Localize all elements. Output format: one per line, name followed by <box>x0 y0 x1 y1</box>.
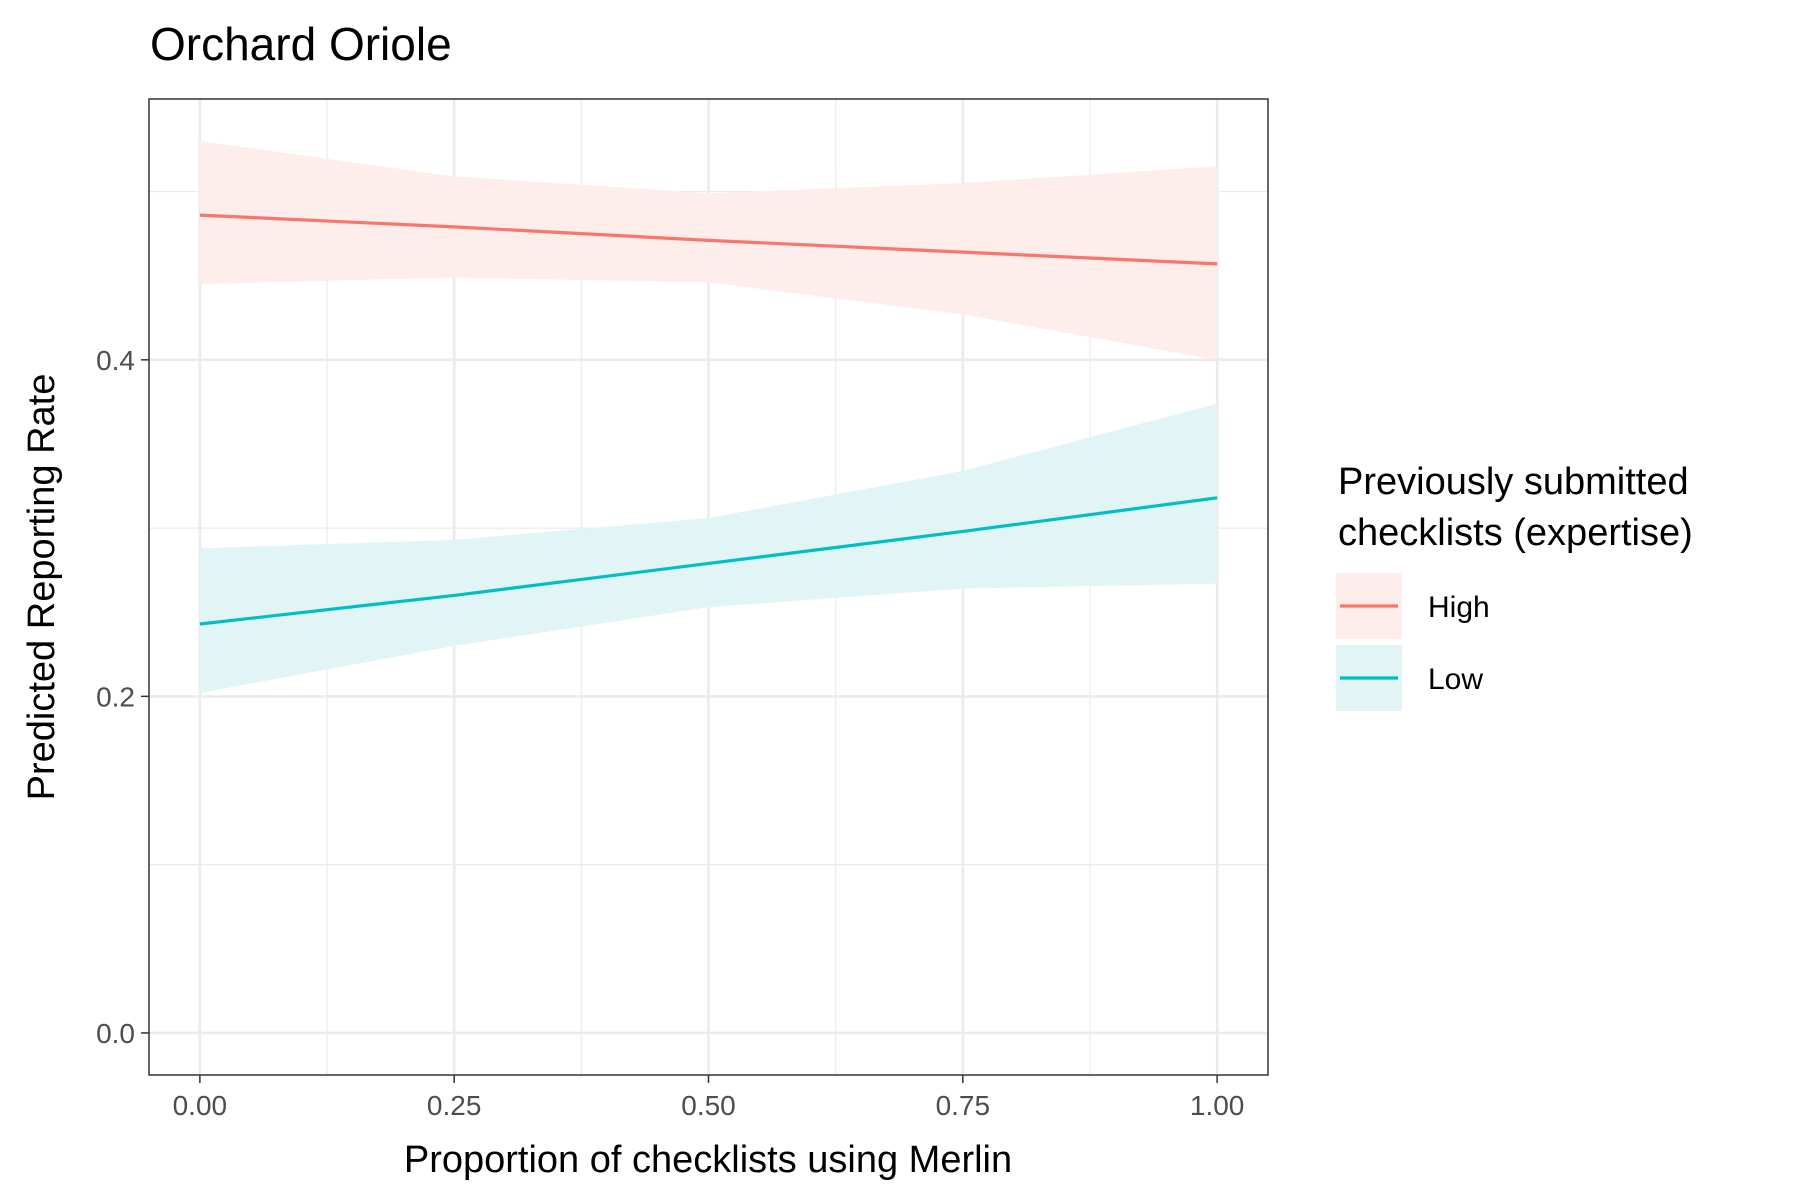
y-tick-label-0: 0.0 <box>96 1018 135 1049</box>
x-tick-label-1: 0.25 <box>427 1090 482 1121</box>
x-tick-label-2: 0.50 <box>681 1090 736 1121</box>
legend-title-line-1: Previously submitted <box>1338 461 1689 503</box>
legend-keys: High Low <box>1336 573 1490 711</box>
legend: Previously submitted checklists (experti… <box>1336 461 1693 711</box>
series-lines <box>199 213 1218 626</box>
x-tick-label-3: 0.75 <box>936 1090 991 1121</box>
legend-label-low: Low <box>1428 663 1483 696</box>
series-line-high <box>199 213 1218 266</box>
chart-title: Orchard Oriole <box>150 18 452 70</box>
x-tick-label-4: 1.00 <box>1190 1090 1245 1121</box>
y-axis-title: Predicted Reporting Rate <box>21 374 63 801</box>
x-tick-label-0: 0.00 <box>173 1090 228 1121</box>
x-axis-title: Proportion of checklists using Merlin <box>404 1139 1012 1181</box>
confidence-bands <box>199 141 1218 694</box>
series-line-low <box>199 496 1218 626</box>
legend-title-line-2: checklists (expertise) <box>1338 512 1693 554</box>
y-tick-label-2: 0.4 <box>96 345 135 376</box>
ci-band-high <box>199 141 1218 360</box>
y-tick-label-1: 0.2 <box>96 681 135 712</box>
x-axis: 0.00 0.25 0.50 0.75 1.00 <box>173 1075 1245 1121</box>
y-axis: 0.0 0.2 0.4 <box>96 345 149 1049</box>
legend-label-high: High <box>1428 591 1490 624</box>
ci-band-low <box>199 403 1218 694</box>
